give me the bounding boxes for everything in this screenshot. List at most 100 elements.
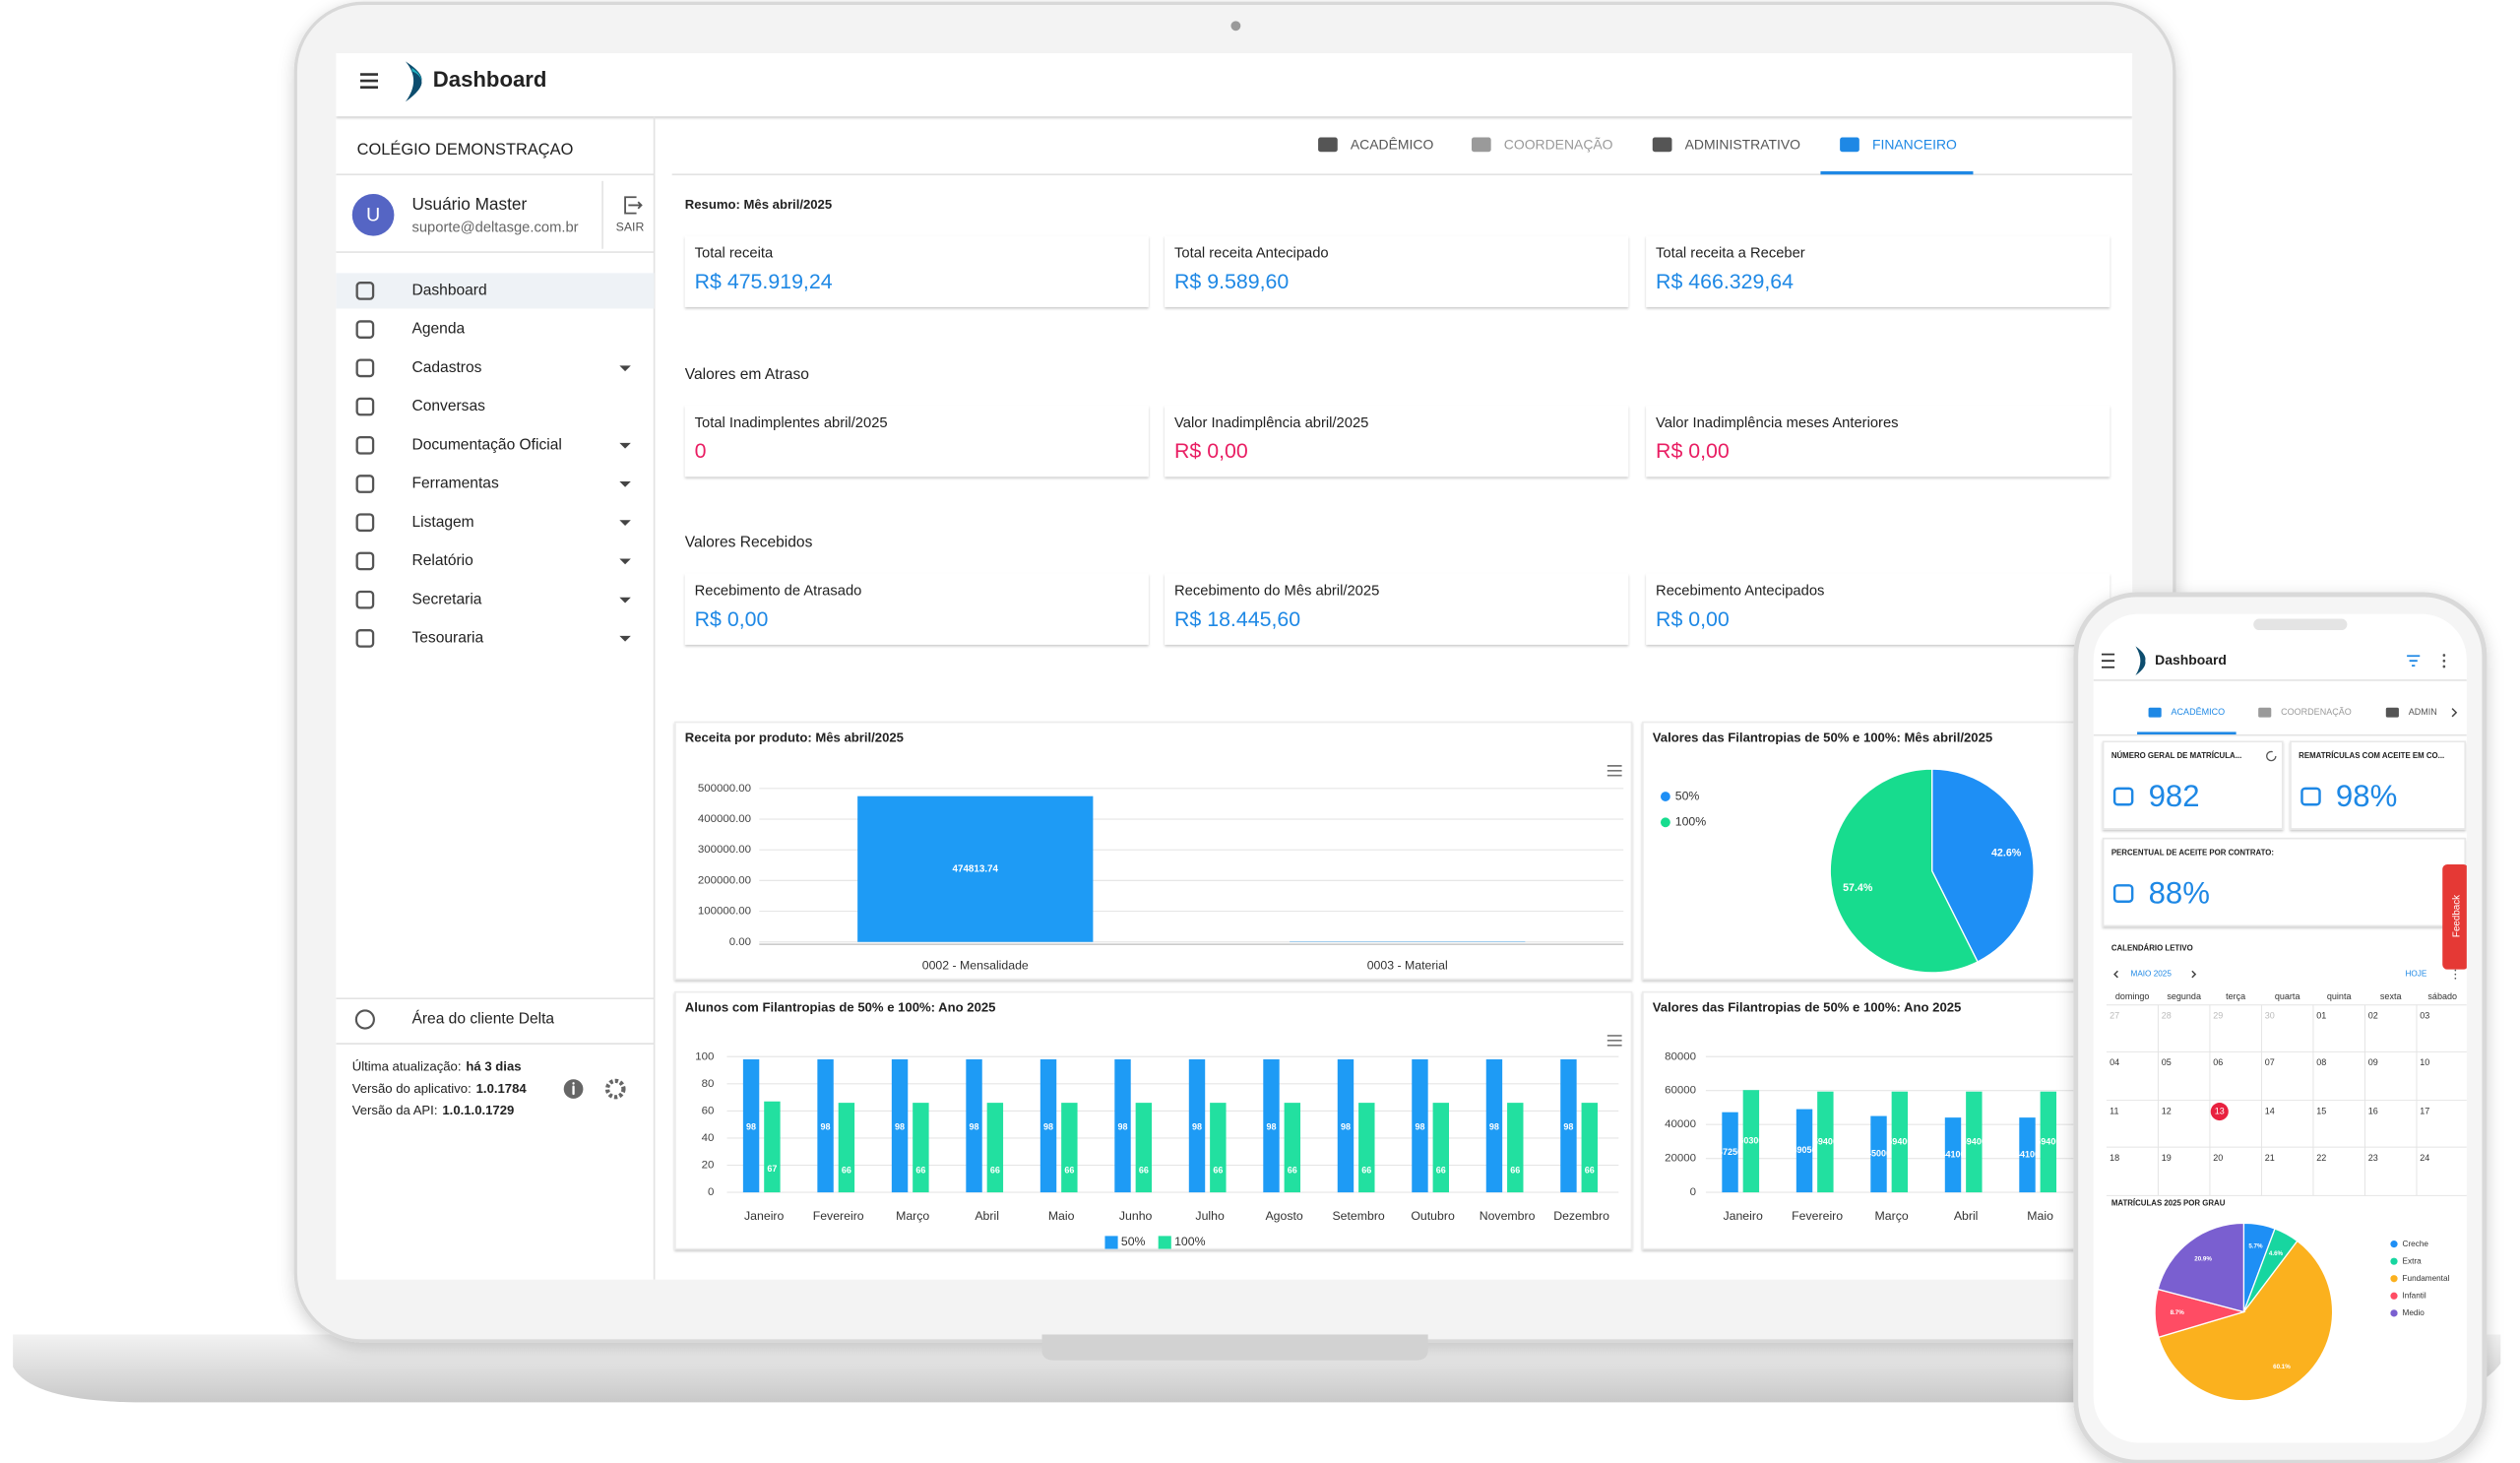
calendar-day[interactable]: 05: [2162, 1057, 2172, 1067]
tab-icon[interactable]: [1840, 137, 1859, 153]
bar: [742, 1059, 760, 1193]
prev-month[interactable]: [2113, 970, 2118, 979]
tab-icon[interactable]: [1318, 137, 1338, 153]
calendar-month[interactable]: MAIO 2025: [2131, 970, 2173, 979]
menu-label[interactable]: Relatório: [411, 552, 473, 569]
legend-label[interactable]: 100%: [1675, 815, 1707, 829]
menu-button[interactable]: [2101, 653, 2115, 668]
x-tick-label: Março: [896, 1209, 929, 1223]
feedback-label[interactable]: Feedback: [2452, 895, 2463, 937]
laptop-base: [13, 1334, 2501, 1403]
calendar-day[interactable]: 27: [2110, 1011, 2119, 1021]
legend-label[interactable]: 50%: [1121, 1235, 1146, 1248]
weekday: quarta: [2275, 991, 2301, 1001]
menu-label[interactable]: Conversas: [411, 398, 485, 414]
tab-icon[interactable]: [1471, 137, 1491, 153]
calendar-day[interactable]: 02: [2368, 1011, 2378, 1021]
logout-label[interactable]: SAIR: [616, 221, 645, 234]
tab-label[interactable]: COORDENAÇÃO: [2281, 707, 2352, 717]
legend-marker: [2390, 1292, 2398, 1300]
menu-item[interactable]: Conversas: [355, 397, 485, 416]
calendar-day[interactable]: 15: [2316, 1106, 2326, 1115]
calendar-day[interactable]: 07: [2265, 1057, 2275, 1067]
legend-label[interactable]: 100%: [1174, 1235, 1206, 1248]
calendar-day[interactable]: 20: [2213, 1153, 2223, 1163]
menu-label[interactable]: Cadastros: [411, 359, 481, 376]
calendar-day[interactable]: 21: [2265, 1153, 2275, 1163]
logout-icon[interactable]: [624, 196, 643, 215]
chart-menu[interactable]: [1606, 1035, 1622, 1047]
tab-label[interactable]: ACADÊMICO: [1351, 136, 1434, 152]
calendar-day[interactable]: 04: [2110, 1057, 2119, 1067]
legend-label[interactable]: Infantil: [2403, 1291, 2426, 1300]
calendar-day[interactable]: 24: [2420, 1153, 2429, 1163]
chart-menu[interactable]: [1606, 765, 1622, 777]
legend-label[interactable]: Medio: [2403, 1308, 2426, 1317]
menu-button[interactable]: [359, 73, 378, 89]
menu-item[interactable]: Agenda: [355, 320, 466, 339]
calendar-day[interactable]: 06: [2213, 1057, 2223, 1067]
tab-icon[interactable]: [2385, 707, 2399, 718]
settings-icon[interactable]: [604, 1078, 626, 1100]
calendar-day[interactable]: 11: [2110, 1106, 2118, 1115]
menu-item[interactable]: Secretaria: [355, 590, 631, 609]
legend-label[interactable]: Creche: [2403, 1240, 2429, 1248]
calendar-day[interactable]: 10: [2420, 1057, 2429, 1067]
tab-icon[interactable]: [2148, 707, 2162, 718]
calendar-day[interactable]: 29: [2213, 1011, 2223, 1021]
tab-label[interactable]: ADMINISTRATIVO: [1685, 136, 1801, 152]
calendar-day[interactable]: 30: [2265, 1011, 2275, 1021]
menu-label[interactable]: Documentação Oficial: [411, 436, 561, 453]
calendar-today[interactable]: HOJE: [2405, 970, 2426, 979]
bar: [1581, 1103, 1598, 1193]
menu-item[interactable]: Cadastros: [355, 358, 631, 378]
calendar-day[interactable]: 17: [2420, 1106, 2429, 1115]
calendar-day[interactable]: 22: [2316, 1153, 2326, 1163]
menu-item[interactable]: Ferramentas: [355, 475, 631, 493]
next-month[interactable]: [2191, 970, 2197, 979]
tab-label[interactable]: FINANCEIRO: [1872, 136, 1957, 152]
tab-label[interactable]: ACADÊMICO: [2172, 707, 2226, 717]
calendar-day[interactable]: 12: [2162, 1106, 2172, 1115]
tab-label[interactable]: ADMIN: [2409, 707, 2437, 717]
tab-icon[interactable]: [2258, 707, 2272, 718]
calendar-day[interactable]: 13: [2215, 1106, 2225, 1115]
menu-label[interactable]: Secretaria: [411, 591, 481, 607]
calendar-day[interactable]: 19: [2162, 1153, 2172, 1163]
legend-marker: [1158, 1236, 1171, 1249]
menu-label[interactable]: Dashboard: [411, 283, 486, 299]
menu-label[interactable]: Ferramentas: [411, 476, 499, 492]
tab-label[interactable]: COORDENAÇÃO: [1504, 136, 1613, 152]
calendar-day[interactable]: 09: [2368, 1057, 2378, 1067]
calendar-day[interactable]: 03: [2420, 1011, 2429, 1021]
refresh-icon[interactable]: [2266, 750, 2277, 762]
tabs-scroll[interactable]: [2451, 708, 2458, 718]
calendar-day[interactable]: 16: [2368, 1106, 2378, 1115]
legend-label[interactable]: Extra: [2403, 1256, 2423, 1265]
y-tick-label: 200000.00: [698, 874, 751, 886]
bar-value-label: 98: [1341, 1121, 1351, 1131]
calendar-day[interactable]: 23: [2368, 1153, 2378, 1163]
bar-value-label: 44100: [1940, 1149, 1965, 1159]
menu-item[interactable]: Relatório: [355, 551, 631, 571]
feedback-tab[interactable]: [2442, 863, 2468, 970]
legend-label[interactable]: Fundamental: [2403, 1274, 2450, 1283]
menu-item[interactable]: Tesouraria: [355, 629, 631, 648]
menu-label[interactable]: Tesouraria: [411, 630, 483, 647]
client-area[interactable]: Área do cliente Delta: [411, 1009, 554, 1028]
calendar-day[interactable]: 08: [2316, 1057, 2326, 1067]
calendar-day[interactable]: 14: [2265, 1106, 2275, 1115]
menu-item[interactable]: Documentação Oficial: [355, 435, 631, 455]
filter-button[interactable]: [2407, 655, 2421, 668]
menu-item[interactable]: Dashboard: [336, 273, 655, 309]
menu-item[interactable]: Listagem: [355, 513, 631, 533]
menu-label[interactable]: Listagem: [411, 514, 473, 531]
calendar-day[interactable]: 01: [2316, 1011, 2326, 1021]
y-tick-label: 60: [702, 1105, 715, 1116]
status-line: Versão da API: 1.0.1.0.1729: [352, 1104, 515, 1118]
tab-icon[interactable]: [1652, 137, 1672, 153]
legend-label[interactable]: 50%: [1675, 789, 1700, 802]
menu-label[interactable]: Agenda: [411, 321, 465, 338]
calendar-day[interactable]: 18: [2110, 1153, 2119, 1163]
calendar-day[interactable]: 28: [2162, 1011, 2172, 1021]
